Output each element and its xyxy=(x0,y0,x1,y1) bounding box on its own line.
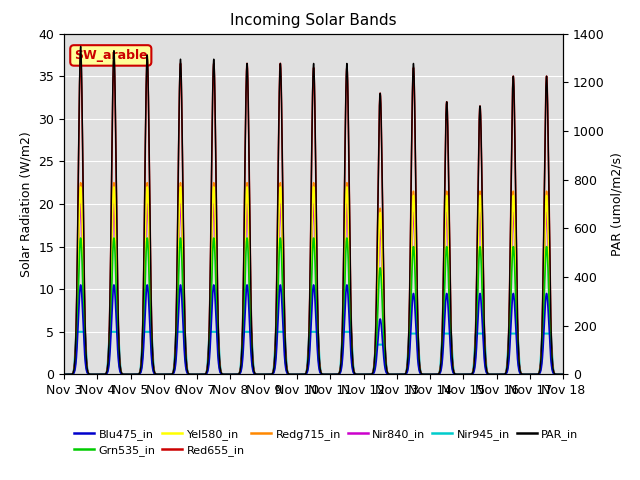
Title: Incoming Solar Bands: Incoming Solar Bands xyxy=(230,13,397,28)
Y-axis label: Solar Radiation (W/m2): Solar Radiation (W/m2) xyxy=(20,131,33,277)
Legend: Blu475_in, Grn535_in, Yel580_in, Red655_in, Redg715_in, Nir840_in, Nir945_in, PA: Blu475_in, Grn535_in, Yel580_in, Red655_… xyxy=(70,424,582,460)
Y-axis label: PAR (umol/m2/s): PAR (umol/m2/s) xyxy=(611,152,623,256)
Text: SW_arable: SW_arable xyxy=(74,49,148,62)
